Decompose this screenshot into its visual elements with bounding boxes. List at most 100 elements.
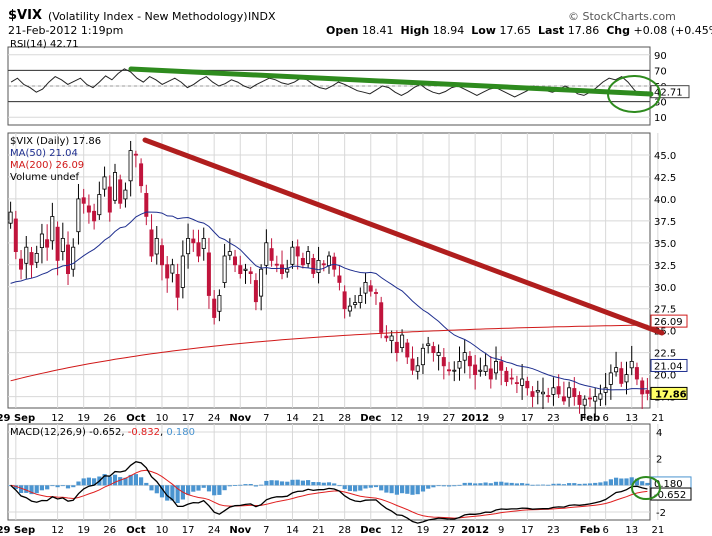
- macd-x-tick-label: 9: [498, 525, 504, 536]
- macd-histogram-bar: [509, 482, 514, 486]
- chart-date: 21-Feb-2012 1:19pm: [8, 24, 124, 37]
- macd-histogram-bar: [525, 483, 530, 486]
- quote-line: Open 18.41 High 18.94 Low 17.65 Last 17.…: [326, 24, 712, 37]
- macd-histogram-bar: [243, 484, 248, 486]
- candle-body: [493, 360, 498, 374]
- price-x-tick-label: 7: [263, 413, 269, 424]
- macd-x-tick-label: 21: [651, 525, 664, 536]
- candle-body: [66, 244, 71, 275]
- candle-body: [300, 257, 305, 266]
- rsi-line: [10, 68, 648, 98]
- candle-body: [457, 360, 462, 369]
- exchange: INDX: [248, 10, 276, 23]
- price-x-tick-label: 12: [51, 413, 64, 424]
- macd-panel-frame: [7, 423, 651, 521]
- macd-histogram-bar: [212, 485, 217, 496]
- macd-histogram-bar: [634, 478, 640, 486]
- macd-histogram-bar: [410, 485, 415, 495]
- price-tick-label: 30.0: [654, 283, 676, 294]
- ma200-current-box: [650, 314, 688, 328]
- candle-body: [400, 334, 405, 349]
- macd-histogram-bar: [144, 482, 149, 486]
- macd-histogram-bar: [133, 474, 138, 486]
- candle-body: [535, 389, 540, 393]
- price-tick-label: 35.0: [654, 239, 676, 250]
- candle-body: [55, 226, 60, 261]
- candle-body: [76, 198, 81, 233]
- macd-histogram-bar: [274, 480, 279, 486]
- macd-histogram-bar: [128, 474, 133, 486]
- candle-body: [264, 242, 269, 266]
- candle-body: [60, 237, 65, 252]
- candle-body: [154, 237, 159, 255]
- candle-body: [311, 257, 316, 274]
- price-tick-label: 22.5: [654, 349, 676, 360]
- macd-histogram-bar: [353, 485, 358, 492]
- candle-body: [212, 298, 217, 318]
- macd-histogram-bar: [233, 485, 238, 486]
- macd-histogram-bar: [34, 485, 39, 494]
- macd-histogram-bar: [629, 477, 634, 486]
- macd-histogram-bar: [50, 485, 55, 487]
- macd-x-tick-label: 12: [51, 525, 64, 536]
- candle-body: [139, 163, 144, 187]
- candle-body: [619, 368, 624, 384]
- macd-tick-label: 4: [656, 428, 662, 439]
- candle-body: [588, 397, 593, 400]
- macd-histogram-bar: [295, 479, 300, 486]
- macd-histogram-bar: [175, 485, 180, 503]
- macd-histogram-bar: [499, 481, 504, 486]
- price-tick-label: 32.5: [654, 261, 676, 272]
- macd-histogram-bar: [24, 485, 29, 493]
- macd-histogram-bar: [347, 485, 352, 491]
- macd-histogram-bar: [405, 485, 410, 494]
- candle-body: [353, 302, 358, 305]
- candle-body: [118, 179, 123, 204]
- candle-body: [29, 252, 34, 266]
- candle-body: [290, 246, 295, 265]
- macd-histogram-bar: [640, 481, 645, 486]
- macd-histogram-bar: [118, 477, 123, 486]
- macd-histogram-bar: [29, 485, 34, 495]
- macd-histogram-bar: [227, 485, 232, 487]
- macd-histogram-bar: [384, 485, 389, 493]
- candle-body: [191, 238, 196, 244]
- macd-x-tick-label: 7: [263, 525, 269, 536]
- candle-body: [629, 360, 634, 369]
- ma200-line: [10, 324, 648, 382]
- candle-body: [389, 335, 394, 341]
- macd-histogram-bar: [222, 485, 227, 491]
- candle-body: [232, 256, 237, 266]
- candle-body: [8, 211, 13, 224]
- candle-body: [102, 176, 107, 190]
- ma50-current-box: [650, 358, 688, 372]
- macd-x-tick-label: 21: [312, 525, 325, 536]
- candle-body: [603, 387, 608, 393]
- macd-histogram-bar: [332, 483, 337, 486]
- price-x-tick-label: Feb: [580, 413, 600, 424]
- macd-histogram-bar: [196, 485, 201, 491]
- volume-legend: Volume undef: [10, 172, 80, 183]
- candle-body: [530, 391, 535, 397]
- macd-x-tick-label: 17: [182, 525, 195, 536]
- macd-histogram-bar: [342, 485, 347, 490]
- price-legend-main: $VIX (Daily) 17.86: [10, 136, 102, 147]
- macd-x-tick-label: Feb: [580, 525, 600, 536]
- candle-body: [608, 372, 613, 385]
- macd-histogram-bar: [467, 482, 472, 486]
- macd-tick-label: 2: [656, 455, 662, 466]
- price-x-tick-label: 10: [156, 413, 169, 424]
- candle-body: [97, 194, 102, 216]
- macd-histogram-bar: [76, 481, 81, 486]
- candle-body: [624, 374, 629, 383]
- candle-body: [551, 387, 556, 395]
- price-x-tick-label: 21: [312, 413, 325, 424]
- rsi-green-trendline: [128, 66, 654, 97]
- price-tick-label: 27.5: [654, 305, 676, 316]
- candle-body: [107, 186, 112, 213]
- rsi-tick-label: 30: [654, 98, 667, 109]
- macd-histogram-bar: [551, 483, 556, 486]
- candle-body: [436, 352, 441, 356]
- macd-histogram-bar: [572, 483, 577, 486]
- macd-x-tick-label: 26: [103, 525, 116, 536]
